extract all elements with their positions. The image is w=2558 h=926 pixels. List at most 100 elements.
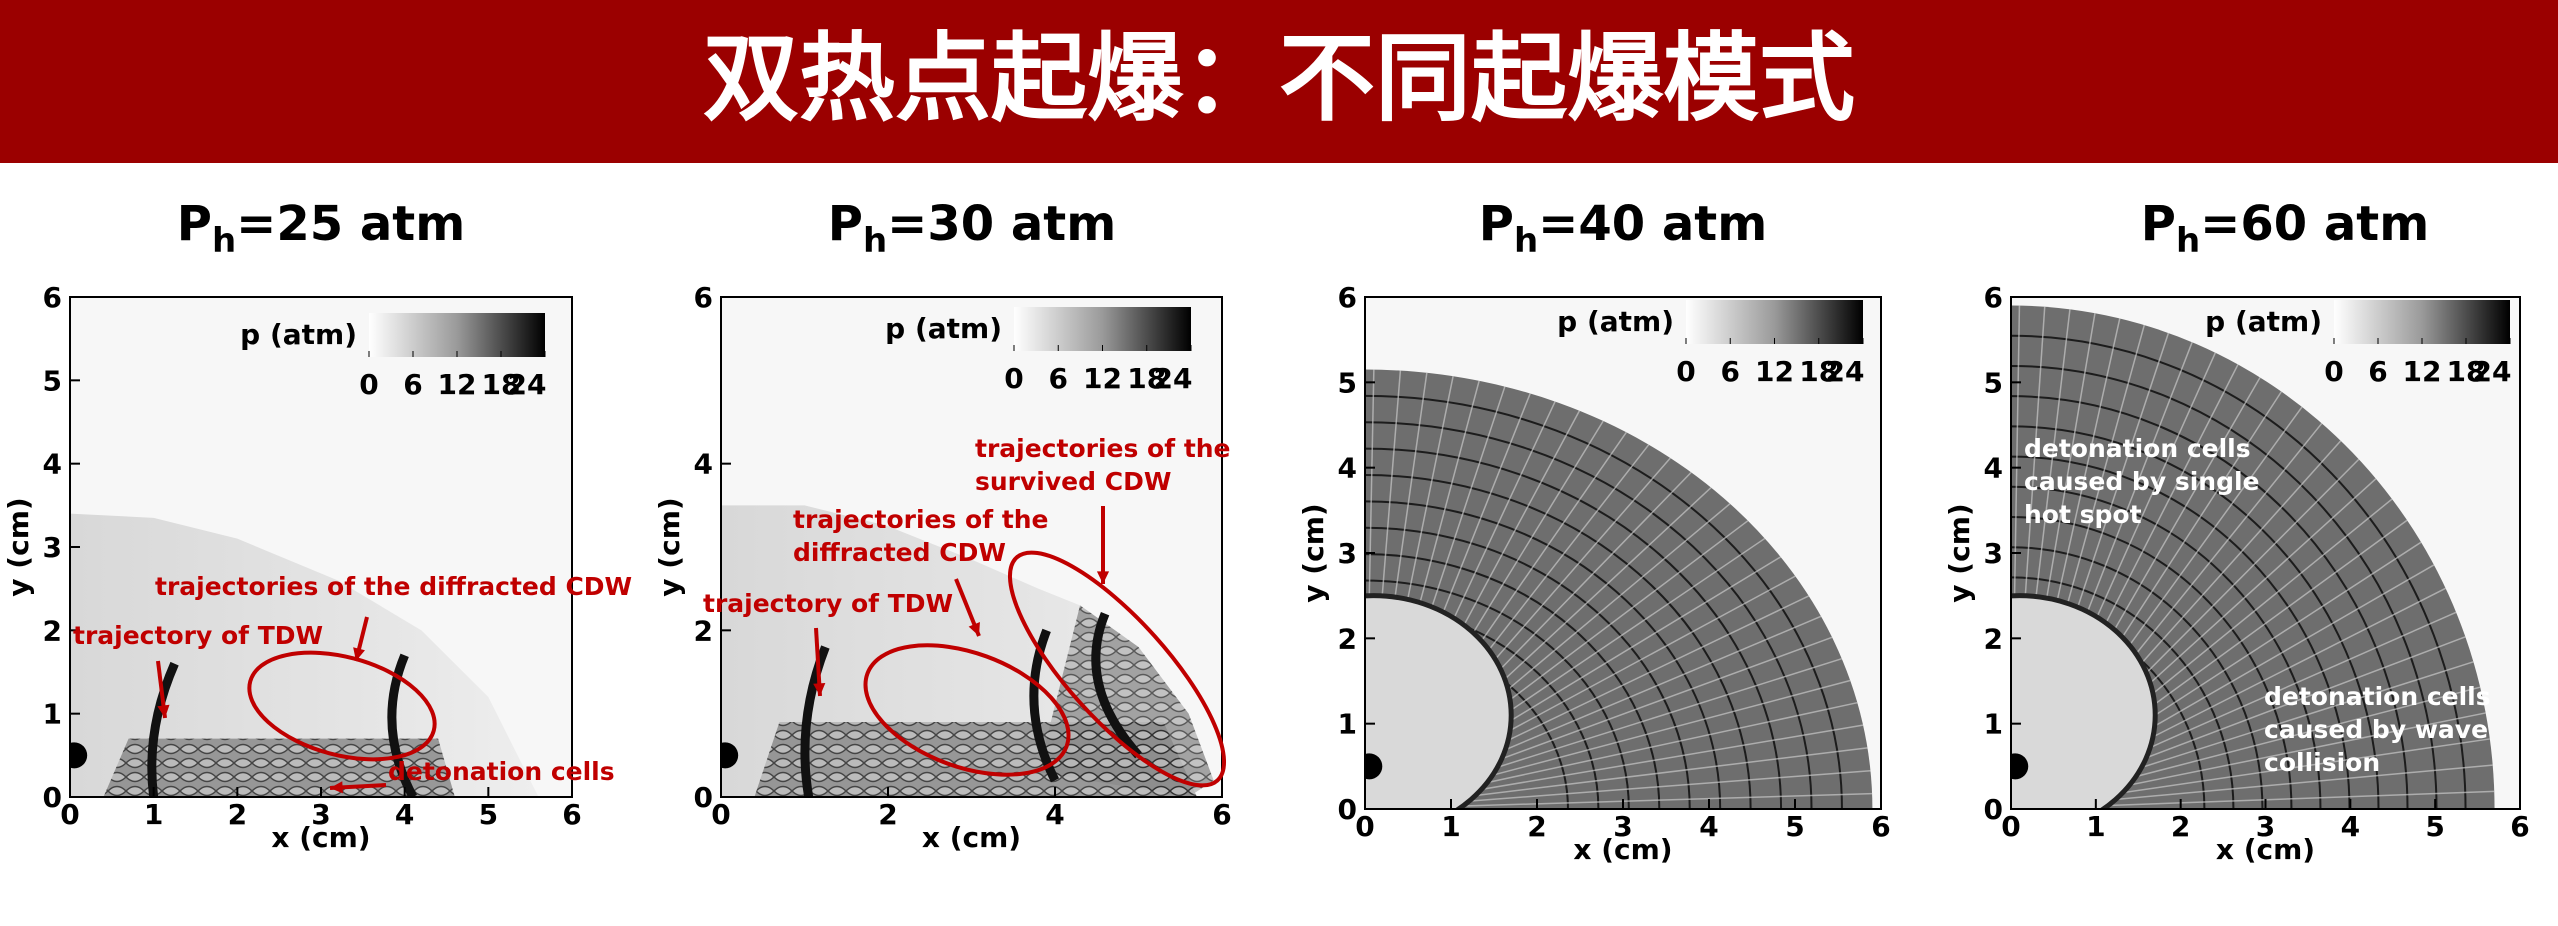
y-tick-label: 1 <box>1984 708 2003 741</box>
y-tick-label: 3 <box>1338 537 1357 570</box>
y-tick-label: 2 <box>694 614 713 647</box>
y-tick-label: 4 <box>694 448 713 481</box>
y-tick-label: 5 <box>1338 366 1357 399</box>
y-tick-label: 6 <box>1338 281 1357 314</box>
y-tick-label: 4 <box>1338 452 1357 485</box>
colorbar-tick-label: 0 <box>1004 362 1023 395</box>
colorbar-tick-label: 24 <box>2473 355 2512 388</box>
x-tick-label: 4 <box>1699 810 1718 843</box>
x-tick-label: 6 <box>562 798 581 831</box>
annotation: detonation cells <box>2264 682 2491 711</box>
cell-arc <box>1365 500 1722 809</box>
x-axis-label: x (cm) <box>1573 833 1672 866</box>
colorbar-tick-label: 12 <box>438 368 477 401</box>
annotation: detonation cells <box>2024 434 2251 463</box>
x-tick-label: 2 <box>228 798 247 831</box>
y-axis-label: y (cm) <box>1297 503 1330 602</box>
y-tick-label: 1 <box>1338 708 1357 741</box>
x-tick-label: 5 <box>479 798 498 831</box>
annotation: caused by single <box>2024 467 2260 496</box>
y-axis-label: y (cm) <box>653 497 686 596</box>
detonation-front <box>1091 611 1142 759</box>
x-tick-label: 0 <box>711 798 730 831</box>
hot-spot <box>70 742 88 769</box>
x-tick-label: 0 <box>60 798 79 831</box>
plot-frame <box>720 296 1223 798</box>
colorbar-tick-label: 24 <box>508 368 547 401</box>
y-axis-label: y (cm) <box>1943 503 1976 602</box>
panel-title: Ph=40 atm <box>1479 196 1767 261</box>
annotation: trajectory of TDW <box>703 589 953 618</box>
arrow-head <box>1096 571 1110 584</box>
colorbar-tick-label: 6 <box>403 368 422 401</box>
cell-arc <box>2011 334 2467 809</box>
y-tick-label: 1 <box>43 698 62 731</box>
cell-core <box>2011 593 2158 809</box>
annotation-ellipse <box>863 643 1071 777</box>
x-tick-label: 6 <box>1212 798 1231 831</box>
x-tick-label: 6 <box>1871 810 1890 843</box>
cell-arc <box>1365 421 1813 809</box>
x-tick-label: 3 <box>2256 810 2275 843</box>
arrow-head <box>330 781 343 794</box>
x-tick-label: 0 <box>1355 810 1374 843</box>
pressure-field <box>70 513 539 797</box>
cell-arc <box>2011 425 2380 809</box>
slide-title: 双热点起爆：不同起爆模式 <box>703 22 1855 134</box>
y-tick-label: 5 <box>1984 366 2003 399</box>
colorbar-tick-label: 24 <box>1826 355 1865 388</box>
arrow-head <box>813 683 826 696</box>
cell-arc <box>2011 395 2409 809</box>
x-tick-label: 2 <box>1527 810 1546 843</box>
colorbar-tick-label: 18 <box>482 368 521 401</box>
y-tick-label: 3 <box>43 531 62 564</box>
detonation-front <box>1029 628 1060 783</box>
cell-region <box>103 738 455 797</box>
x-tick-label: 3 <box>311 798 330 831</box>
annotation: trajectories of the <box>793 505 1049 534</box>
y-tick-label: 4 <box>43 448 62 481</box>
arrow-head <box>157 704 170 718</box>
y-tick-label: 0 <box>43 781 62 814</box>
cell-arc <box>1365 394 1843 809</box>
colorbar-tick-label: 18 <box>1127 362 1166 395</box>
x-axis-label: x (cm) <box>2216 833 2315 866</box>
panel-title: Ph=25 atm <box>177 196 465 261</box>
hot-spot <box>1365 753 1383 780</box>
colorbar <box>369 313 545 357</box>
colorbar-tick-label: 12 <box>1755 355 1794 388</box>
cell-arc <box>1365 474 1752 809</box>
annotation: survived CDW <box>975 467 1171 496</box>
colorbar-label: p (atm) <box>240 318 357 351</box>
x-tick-label: 1 <box>1441 810 1460 843</box>
x-tick-label: 0 <box>2001 810 2020 843</box>
colorbar-tick-label: 0 <box>359 368 378 401</box>
y-tick-label: 0 <box>1338 793 1357 826</box>
colorbar-tick-label: 18 <box>2447 355 2486 388</box>
cell-region <box>1038 605 1214 797</box>
x-tick-label: 1 <box>144 798 163 831</box>
annotation: trajectories of the diffracted CDW <box>155 572 632 601</box>
y-tick-label: 2 <box>43 614 62 647</box>
annotation: trajectories of the <box>975 434 1231 463</box>
x-tick-label: 3 <box>1613 810 1632 843</box>
cell-arc <box>2011 364 2438 809</box>
pressure-field <box>1365 369 1873 809</box>
annotation: trajectory of TDW <box>73 621 323 650</box>
arrow-head <box>968 622 980 636</box>
panel-title: Ph=60 atm <box>2141 196 2429 261</box>
x-axis-label: x (cm) <box>271 821 370 854</box>
annotation: caused by wave <box>2264 715 2488 744</box>
y-tick-label: 0 <box>1984 793 2003 826</box>
detonation-front <box>387 653 418 797</box>
hot-spot <box>2011 753 2029 780</box>
colorbar-tick-label: 24 <box>1154 362 1193 395</box>
x-axis-label: x (cm) <box>922 821 1021 854</box>
x-tick-label: 1 <box>2086 810 2105 843</box>
x-tick-label: 2 <box>878 798 897 831</box>
